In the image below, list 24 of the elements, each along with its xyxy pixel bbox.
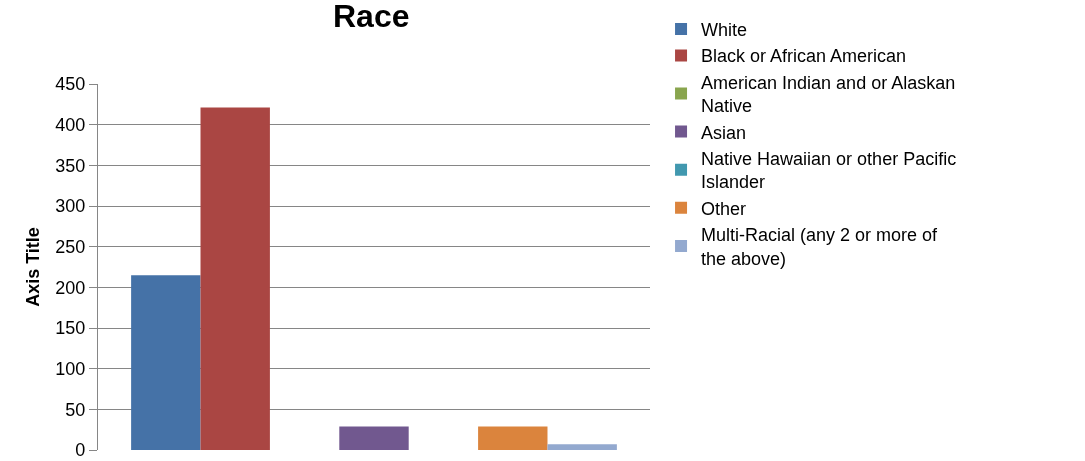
y-tick-label: 150 [55,318,86,339]
y-tick-label: 100 [55,358,86,379]
legend-label: Native Hawaiian or other Pacific Islander [701,149,957,193]
bar [547,444,617,450]
y-tick-label: 300 [55,196,86,217]
legend-label: Multi-Racial (any 2 or more of the above) [701,225,939,269]
y-tick-label: 250 [55,236,86,257]
legend-label: Black or African American [701,46,907,67]
legend-label: White [701,20,748,41]
y-tick-label: 0 [75,440,86,461]
y-tick-label: 200 [55,277,86,298]
y-axis-title: Axis Title [23,227,44,307]
y-tick-label: 450 [55,74,86,95]
bar [339,426,409,450]
legend-label: American Indian and or Alaskan Native [701,72,956,117]
chart-title: Race [332,0,410,35]
bar [131,275,201,450]
legend-label: Other [701,198,747,219]
y-tick-label: 350 [55,155,86,176]
bar [200,107,270,450]
bar [478,426,548,450]
legend-label: Asian [701,122,747,143]
y-tick-label: 400 [55,114,86,135]
y-tick-label: 50 [65,399,86,420]
